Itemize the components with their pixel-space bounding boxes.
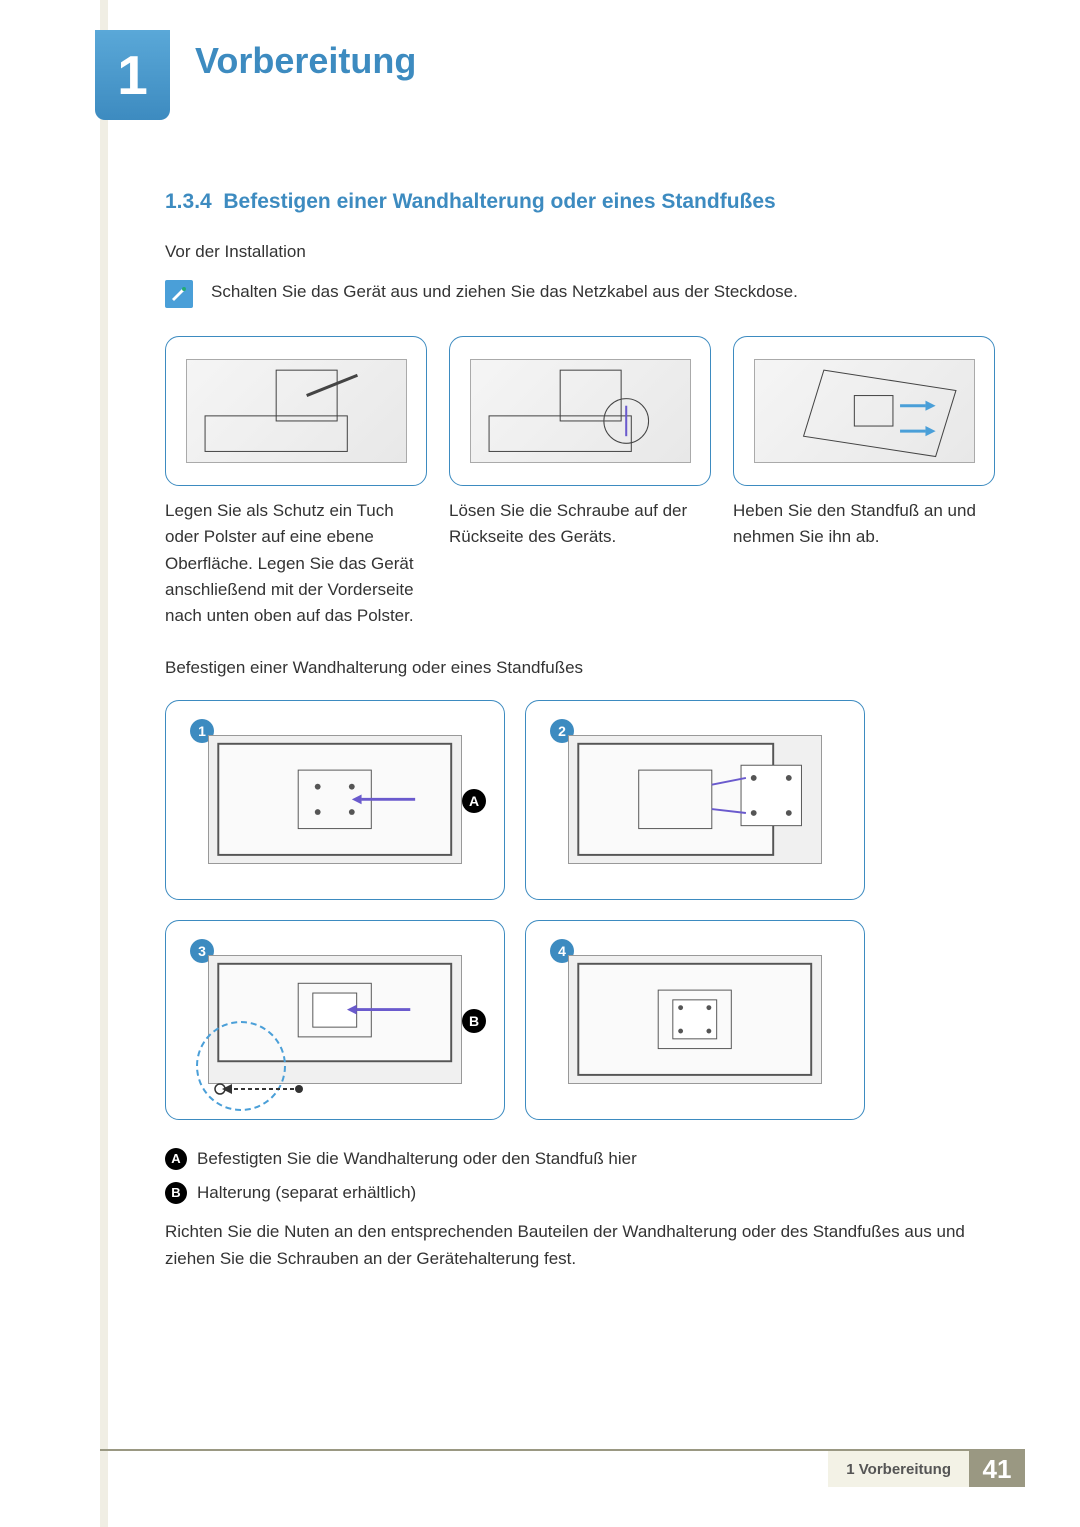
- step-caption-1: Legen Sie als Schutz ein Tuch oder Polst…: [165, 498, 427, 630]
- note-row: Schalten Sie das Gerät aus und ziehen Si…: [165, 280, 995, 308]
- letter-badge: B: [165, 1182, 187, 1204]
- chapter-number: 1: [117, 43, 148, 107]
- left-margin-stripe: [100, 0, 108, 1527]
- grid-cell-1: 1 A: [165, 700, 505, 900]
- footer-page-number: 41: [969, 1451, 1025, 1487]
- grid-cell-4: 4: [525, 920, 865, 1120]
- section-number: 1.3.4: [165, 190, 212, 213]
- letter-badge: A: [165, 1148, 187, 1170]
- step-col-1: Legen Sie als Schutz ein Tuch oder Polst…: [165, 336, 427, 630]
- mount-label: Befestigen einer Wandhalterung oder eine…: [165, 658, 995, 678]
- section-heading: 1.3.4 Befestigen einer Wandhalterung ode…: [165, 190, 995, 214]
- letter-badge-a: A: [462, 789, 486, 813]
- illus-placeholder: [754, 359, 975, 463]
- page-footer: 1 Vorbereitung 41: [100, 1449, 1025, 1487]
- chapter-number-badge: 1: [95, 30, 170, 120]
- step-col-3: Heben Sie den Standfuß an und nehmen Sie…: [733, 336, 995, 630]
- illus-box-1: [165, 336, 427, 486]
- legend-text-b: Halterung (separat erhältlich): [197, 1183, 416, 1203]
- footer-label: 1 Vorbereitung: [828, 1451, 969, 1487]
- detail-arrow: [214, 1079, 304, 1099]
- legend-text-a: Befestigten Sie die Wandhalterung oder d…: [197, 1149, 637, 1169]
- legend-row-b: B Halterung (separat erhältlich): [165, 1182, 995, 1204]
- illus-box-2: [449, 336, 711, 486]
- illus-box-3: [733, 336, 995, 486]
- grid-illus: [208, 735, 462, 864]
- step-caption-3: Heben Sie den Standfuß an und nehmen Sie…: [733, 498, 995, 551]
- note-text: Schalten Sie das Gerät aus und ziehen Si…: [211, 280, 798, 304]
- grid-illus: [568, 735, 822, 864]
- mount-grid: 1 A 2 3 B 4: [165, 700, 865, 1120]
- page-content: 1.3.4 Befestigen einer Wandhalterung ode…: [165, 190, 995, 1280]
- illus-placeholder: [186, 359, 407, 463]
- note-icon: [165, 280, 193, 308]
- grid-cell-2: 2: [525, 700, 865, 900]
- final-paragraph: Richten Sie die Nuten an den entsprechen…: [165, 1218, 995, 1272]
- step-caption-2: Lösen Sie die Schraube auf der Rückseite…: [449, 498, 711, 551]
- section-title: Befestigen einer Wandhalterung oder eine…: [223, 190, 775, 213]
- grid-illus: [568, 955, 822, 1084]
- legend-row-a: A Befestigten Sie die Wandhalterung oder…: [165, 1148, 995, 1170]
- grid-cell-3: 3 B: [165, 920, 505, 1120]
- top-illustration-row: Legen Sie als Schutz ein Tuch oder Polst…: [165, 336, 995, 630]
- step-col-2: Lösen Sie die Schraube auf der Rückseite…: [449, 336, 711, 630]
- illus-placeholder: [470, 359, 691, 463]
- letter-badge-b: B: [462, 1009, 486, 1033]
- pre-install-label: Vor der Installation: [165, 242, 995, 262]
- chapter-title: Vorbereitung: [195, 40, 416, 82]
